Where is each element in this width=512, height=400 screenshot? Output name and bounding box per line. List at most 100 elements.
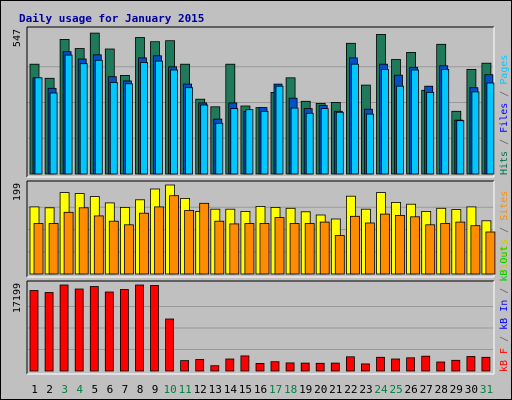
bar-kb-f-day-10: kB F 10: 10400: [165, 318, 175, 372]
bar-kb-f-day-28: kB F 28: 1800: [436, 361, 446, 372]
bar-kb-f-day-31: kB F 31: 2730: [481, 356, 491, 372]
bar-kb-f-day-27: kB F 27: 2950: [421, 355, 431, 372]
panel-kb: 17199 kB F / kB In / kB Out kB F 1: 16100…: [12, 246, 510, 375]
bar-kb-f-day-4: kB F 4: 16400: [74, 288, 84, 372]
x-tick-label: 16: [254, 383, 267, 396]
bar-kb-f-day-26: kB F 26: 2640: [406, 357, 416, 372]
bar-pages-day-22: Pages 22: 420: [350, 63, 359, 175]
x-tick-label: 21: [329, 383, 342, 396]
bar-sites-day-22: Sites 22: 129: [349, 215, 360, 275]
x-tick-label: 28: [435, 383, 448, 396]
bar-kb-f-day-29: kB F 29: 2140: [451, 359, 461, 372]
bar-pages-day-26: Pages 26: 398: [411, 69, 420, 175]
bar-kb-f-day-12: kB F 12: 2300: [195, 359, 205, 372]
x-tick-label: 5: [91, 383, 98, 396]
bar-pages-day-12: Pages 12: 264: [200, 104, 209, 175]
bar-pages-day-30: Pages 30: 314: [471, 91, 480, 175]
bar-sites-day-24: Sites 24: 134: [380, 213, 390, 275]
bar-sites-day-6: Sites 6: 118: [108, 220, 119, 275]
bar-pages-day-21: Pages 21: 236: [335, 111, 344, 175]
bar-kb-f-day-17: kB F 17: 1860: [270, 361, 280, 372]
chart-title: Daily usage for January 2015: [19, 12, 204, 25]
x-tick-label: 10: [163, 383, 176, 396]
legend-entry: /: [499, 221, 510, 233]
x-tick-label: 31: [480, 383, 493, 396]
bar-kb-f-day-23: kB F 23: 1410: [360, 363, 370, 372]
bar-kb-f-day-24: kB F 24: 2740: [376, 356, 385, 372]
bar-pages-day-19: Pages 19: 232: [305, 112, 314, 175]
bar-sites-day-26: Sites 26: 128: [410, 216, 421, 275]
bar-kb-f-day-7: kB F 7: 16300: [120, 289, 129, 372]
bar-kb-f-day-14: kB F 14: 2390: [225, 358, 235, 372]
x-tick-label: 15: [239, 383, 252, 396]
x-tick-label: 23: [359, 383, 372, 396]
bar-kb-f-day-16: kB F 16: 1520: [255, 362, 265, 372]
x-tick-label: 17: [269, 383, 282, 396]
panel-legend: Visits / Sites: [499, 191, 510, 275]
x-tick-label: 26: [404, 383, 417, 396]
x-tick-label: 1: [31, 383, 38, 396]
bar-kb-f-day-25: kB F 25: 2400: [391, 358, 400, 372]
bar-sites-day-28: Sites 28: 113: [440, 223, 451, 275]
bar-pages-day-9: Pages 9: 432: [155, 60, 163, 175]
bar-sites-day-15: Sites 15: 113: [244, 223, 255, 275]
panel-max-label: 547: [12, 29, 23, 47]
panel-max-label: 199: [12, 183, 23, 201]
bar-pages-day-13: Pages 13: 194: [215, 122, 224, 175]
bar-kb-f-day-18: kB F 18: 1620: [285, 362, 295, 372]
bar-pages-day-17: Pages 17: 336: [275, 85, 284, 175]
bar-sites-day-29: Sites 29: 116: [455, 221, 466, 275]
bar-sites-day-16: Sites 16: 113: [259, 223, 270, 275]
bar-sites-day-19: Sites 19: 113: [304, 223, 315, 275]
x-tick-label: 19: [299, 383, 312, 396]
x-tick-label: 25: [389, 383, 402, 396]
bar-pages-day-23: Pages 23: 229: [365, 113, 374, 175]
x-tick-label: 24: [374, 383, 388, 396]
bar-kb-f-day-3: kB F 3: 17199: [59, 284, 69, 372]
x-tick-label: 27: [420, 383, 433, 396]
bar-kb-f-day-21: kB F 21: 1580: [330, 362, 340, 372]
bar-kb-f-day-11: kB F 11: 2080: [180, 360, 190, 372]
bar-pages-day-2: Pages 2: 310: [49, 92, 58, 175]
x-tick-label: 4: [76, 383, 83, 396]
bar-sites-day-4: Sites 4: 148: [78, 207, 89, 275]
bar-pages-day-31: Pages 31: 348: [486, 82, 495, 175]
bar-kb-f-day-1: kB F 1: 16100: [29, 290, 39, 372]
x-tick-label: 13: [209, 383, 222, 396]
bar-sites-day-23: Sites 23: 114: [364, 222, 375, 275]
bar-sites-day-21: Sites 21: 86: [334, 235, 345, 275]
x-tick-label: 14: [224, 383, 238, 396]
bar-sites-day-13: Sites 13: 118: [214, 220, 225, 275]
bar-sites-day-5: Sites 5: 130: [93, 215, 104, 275]
bar-kb-f-day-30: kB F 30: 2900: [466, 356, 476, 372]
bar-sites-day-10: Sites 10: 175: [169, 195, 180, 275]
bar-sites-day-11: Sites 11: 142: [184, 210, 195, 275]
x-tick-label: 11: [179, 383, 192, 396]
bar-pages-day-7: Pages 7: 345: [125, 83, 133, 175]
legend-entry: Files: [499, 97, 510, 133]
bar-kb-f-day-2: kB F 2: 15700: [44, 292, 54, 372]
panel-max-label: 17199: [12, 283, 23, 313]
bar-kb-f-day-5: kB F 5: 16900: [89, 286, 99, 372]
bar-sites-day-25: Sites 25: 131: [395, 214, 405, 275]
x-tick-label: 18: [284, 383, 297, 396]
x-tick-label: 8: [137, 383, 144, 396]
bar-kb-f-day-15: kB F 15: 3010: [240, 355, 250, 372]
x-tick-label: 2: [46, 383, 53, 396]
bar-kb-f-day-19: kB F 19: 1580: [300, 362, 310, 372]
x-tick-label: 6: [107, 383, 114, 396]
bar-kb-f-day-8: kB F 8: 17199: [135, 284, 144, 372]
bar-pages-day-6: Pages 6: 350: [109, 82, 118, 175]
x-tick-label: 3: [61, 383, 68, 396]
legend-entry: kB In: [499, 294, 510, 330]
bar-pages-day-27: Pages 27: 312: [426, 92, 435, 175]
legend-entry: Visits: [499, 233, 510, 275]
bar-pages-day-1: Pages 1: 368: [34, 77, 43, 175]
legend-entry: /: [499, 85, 510, 97]
bar-pages-day-29: Pages 29: 204: [456, 120, 465, 175]
x-tick-label: 30: [465, 383, 478, 396]
legend-entry: kB Out: [499, 246, 510, 282]
bar-pages-day-14: Pages 14: 250: [230, 108, 239, 175]
x-tick-label: 29: [450, 383, 463, 396]
